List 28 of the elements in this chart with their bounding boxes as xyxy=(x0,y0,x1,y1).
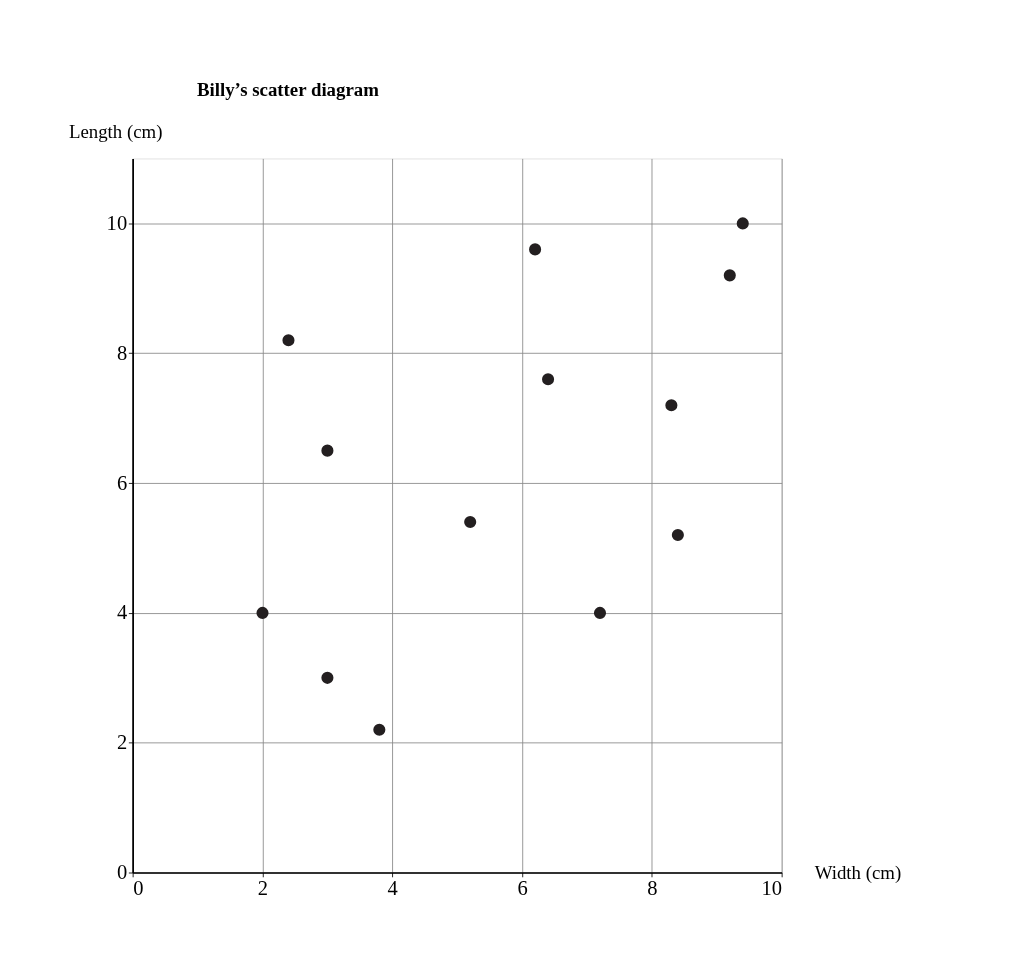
point xyxy=(736,217,749,230)
point xyxy=(671,528,684,542)
x-axis-title: Width (cm) xyxy=(814,862,902,884)
point xyxy=(464,515,477,529)
y-tick-label: 0 xyxy=(116,861,128,883)
y-tick-label: 2 xyxy=(116,731,128,754)
point xyxy=(256,606,269,619)
point xyxy=(321,671,334,684)
x-tick-label: 4 xyxy=(387,877,398,900)
point xyxy=(529,243,542,256)
point xyxy=(665,399,678,412)
chart-title: Billy’s scatter diagram xyxy=(196,79,380,101)
point xyxy=(373,723,386,736)
x-tick-label: 10 xyxy=(761,877,783,900)
y-axis-title: Length (cm) xyxy=(68,120,163,143)
point xyxy=(282,334,295,347)
x-tick-label: 0 xyxy=(133,877,144,900)
point xyxy=(542,373,555,386)
x-tick-label: 6 xyxy=(517,877,528,900)
y-tick-label: 4 xyxy=(116,601,128,624)
x-tick-label: 2 xyxy=(257,877,269,900)
x-tick-label: 8 xyxy=(647,877,658,900)
point xyxy=(723,269,736,282)
point xyxy=(593,606,607,619)
y-tick-label: 6 xyxy=(116,471,128,494)
point xyxy=(321,444,334,457)
y-tick-label: 8 xyxy=(116,341,128,364)
y-tick-label: 10 xyxy=(106,211,128,234)
